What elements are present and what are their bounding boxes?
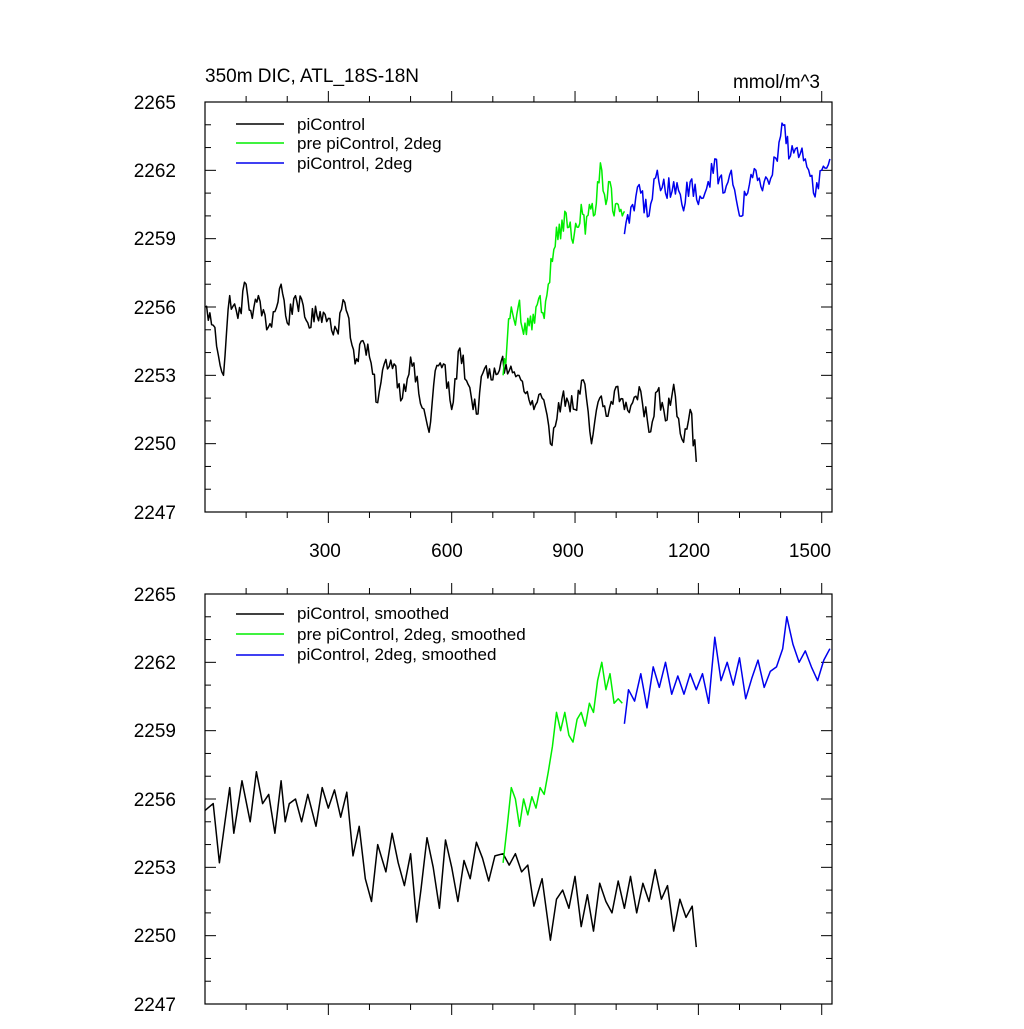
chart-title: 350m DIC, ATL_18S-18N — [205, 66, 419, 87]
panel-smoothed-series — [204, 616, 831, 948]
legend-label: piControl — [297, 115, 365, 134]
y-tick-label: 2265 — [134, 585, 176, 606]
legend: piControl pre piControl, 2deg piControl,… — [236, 115, 442, 173]
y-tick-label: 2265 — [134, 93, 176, 114]
series-line-picontrol-2deg — [623, 122, 831, 235]
y-tick-label: 2253 — [134, 858, 176, 879]
x-tick-labels: 300 600 900 1200 1500 — [309, 541, 831, 562]
legend-label: piControl, 2deg, smoothed — [297, 645, 496, 664]
y-tick-label: 2256 — [134, 298, 176, 319]
x-tick-label: 1500 — [789, 541, 831, 562]
panel-smoothed-ticks — [205, 583, 832, 1015]
y-tick-label: 2259 — [134, 229, 176, 250]
y-tick-label: 2250 — [134, 926, 176, 947]
y-tick-label: 2247 — [134, 503, 176, 524]
x-tick-label: 1200 — [668, 541, 710, 562]
y-tick-labels: 2265 2262 2259 2256 2253 2250 2247 — [134, 585, 176, 1016]
panel-smoothed: 2265 2262 2259 2256 2253 2250 2247 piCon… — [134, 583, 833, 1016]
series-line-picontrol — [204, 281, 698, 462]
panel-raw: 350m DIC, ATL_18S-18N mmol/m^3 2265 2262… — [134, 66, 833, 562]
units-label: mmol/m^3 — [733, 72, 820, 93]
legend: piControl, smoothed pre piControl, 2deg,… — [236, 604, 526, 664]
legend-label: piControl, 2deg — [297, 154, 412, 173]
x-tick-label: 900 — [552, 541, 584, 562]
y-tick-label: 2247 — [134, 995, 176, 1016]
legend-label: pre piControl, 2deg — [297, 134, 442, 153]
x-tick-label: 600 — [431, 541, 463, 562]
series-line-pre-picontrol-2deg — [502, 162, 626, 376]
panel-raw-series — [204, 122, 831, 462]
x-tick-label: 300 — [309, 541, 341, 562]
panel-smoothed-frame — [204, 593, 833, 1005]
series-line-picontrol-2deg-smoothed — [623, 616, 831, 724]
y-tick-label: 2262 — [134, 653, 176, 674]
y-tick-label: 2256 — [134, 790, 176, 811]
y-tick-label: 2262 — [134, 161, 176, 182]
series-line-pre-picontrol-2deg-smoothed — [502, 661, 623, 863]
legend-label: piControl, smoothed — [297, 604, 449, 623]
legend-label: pre piControl, 2deg, smoothed — [297, 625, 526, 644]
y-tick-label: 2250 — [134, 434, 176, 455]
y-tick-label: 2259 — [134, 721, 176, 742]
y-tick-label: 2253 — [134, 366, 176, 387]
panel-raw-frame — [204, 101, 833, 513]
y-tick-labels: 2265 2262 2259 2256 2253 2250 2247 — [134, 93, 176, 524]
series-line-picontrol-smoothed — [204, 770, 698, 948]
